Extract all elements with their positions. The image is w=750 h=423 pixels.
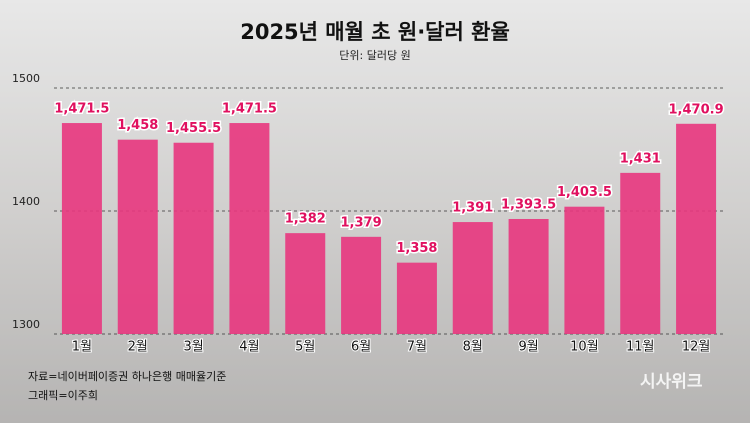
bar: [508, 218, 549, 334]
bar: [676, 123, 717, 334]
value-label: 1,403.5: [557, 185, 612, 200]
bar: [285, 233, 326, 334]
x-tick-label: 12월: [682, 340, 711, 355]
value-label: 1,431: [620, 151, 661, 166]
bar: [341, 236, 382, 334]
x-tick-label: 11월: [626, 340, 655, 355]
x-tick-label: 6월: [351, 340, 371, 355]
x-tick-label: 5월: [295, 340, 315, 355]
bar: [229, 123, 270, 335]
value-label: 1,470.9: [669, 102, 724, 117]
bar: [564, 206, 605, 334]
bar: [173, 142, 214, 334]
chart-title: 2025년 매월 초 원·달러 환율: [240, 20, 510, 44]
bar: [117, 139, 158, 334]
y-tick-label: 1400: [12, 195, 40, 208]
x-tick-label: 8월: [463, 340, 483, 355]
value-label: 1,358: [396, 241, 437, 256]
value-label: 1,471.5: [222, 102, 277, 117]
bar: [452, 222, 493, 334]
chart-subtitle: 단위: 달러당 원: [339, 49, 410, 62]
x-tick-label: 3월: [183, 340, 203, 355]
bar: [61, 123, 102, 335]
value-label: 1,391: [452, 201, 493, 216]
x-tick-label: 10월: [570, 340, 599, 355]
y-tick-label: 1300: [12, 318, 40, 331]
value-label: 1,471.5: [54, 102, 109, 117]
x-tick-label: 9월: [518, 340, 538, 355]
source: 자료=네이버페이증권 하나은행 매매율기준: [28, 369, 226, 383]
bar: [396, 262, 437, 334]
value-label: 1,458: [117, 118, 158, 133]
x-tick-label: 2월: [128, 340, 148, 355]
value-label: 1,455.5: [166, 121, 221, 136]
x-tick-label: 1월: [72, 340, 92, 355]
bar: [620, 172, 661, 334]
value-label: 1,393.5: [501, 197, 556, 212]
x-tick-label: 7월: [407, 340, 427, 355]
x-tick-label: 4월: [239, 340, 259, 355]
y-tick-label: 1500: [12, 72, 40, 85]
credit: 그래픽=이주희: [28, 389, 98, 402]
value-label: 1,382: [285, 212, 326, 227]
watermark: 시사위크: [640, 372, 703, 392]
value-label: 1,379: [341, 215, 382, 230]
